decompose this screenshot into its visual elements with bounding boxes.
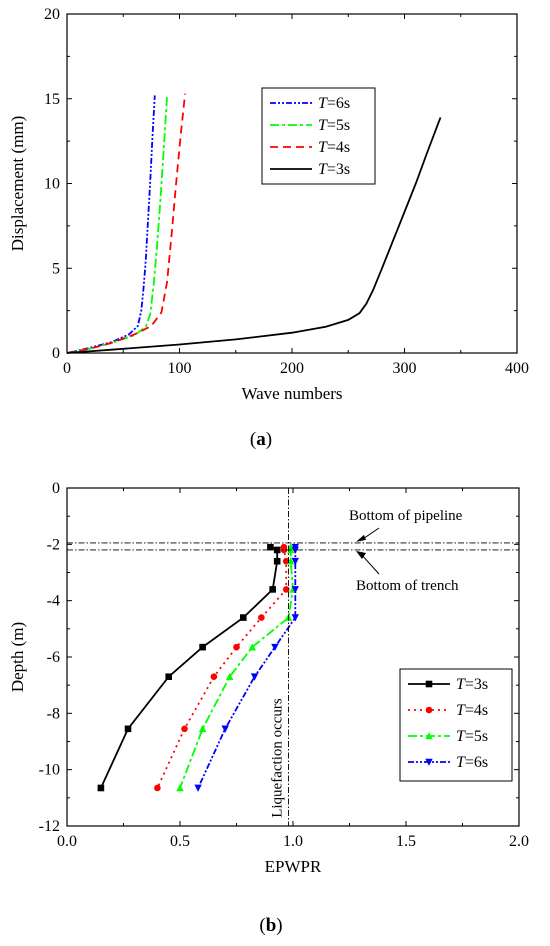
chart-b-y-tick-label: -10 [39,762,60,779]
chart-b-y-tick-label: -6 [47,649,60,666]
chart-a-x-tick-label: 400 [505,360,529,377]
chart-b-y-tick-label: -4 [47,593,60,610]
chart-b-data-point [165,673,172,681]
chart-b-data-point [154,784,161,792]
chart-b-data-point [271,643,279,652]
chart-b-data-point [233,643,240,651]
chart-a-legend-label: T=3s [318,161,350,178]
chart-b-legend-label: T=3s [456,676,488,693]
chart-b-data-point [282,586,290,593]
chart-a-y-tick-label: 20 [44,6,60,23]
chart-b-data-point [210,673,218,681]
chart-a-x-tick-label: 100 [168,360,192,377]
chart-b-y-tick-label: 0 [52,480,60,497]
chart-a-legend-label: T=4s [318,139,350,156]
chart-a-x-tick-label: 0 [63,360,71,377]
chart-b-y-axis-title: Depth (m) [8,622,27,692]
chart-a-y-tick-label: 15 [44,91,60,108]
chart-b-data-point [282,557,290,565]
chart-b-data-point [291,614,299,622]
chart-b-data-point [239,614,247,621]
trench-arrowhead [356,550,366,559]
chart-a-y-tick-label: 5 [52,260,60,277]
chart-a-y-tick-label: 0 [52,345,60,362]
chart-b-x-tick-label: 2.0 [509,833,529,850]
chart-b-data-point [97,784,105,792]
chart-b-data-point [291,586,299,594]
chart-b-y-tick-label: -2 [47,536,60,553]
chart-b-legend-marker [425,680,433,688]
chart-a-series-line-0 [66,95,156,354]
chart-b-data-point [291,557,299,566]
chart-b-y-tick-label: -8 [47,705,60,722]
chart-b-series-line-2 [179,547,294,789]
chart-b-data-point [199,643,206,651]
chart-b-series-line-0 [100,546,279,789]
chart-b-data-point [124,725,132,733]
panel-label-a: (a) [250,429,272,450]
chart-a-y-axis-title: Displacement (mm) [8,116,27,252]
chart-b-x-tick-label: 0.0 [57,833,77,850]
chart-b-data-point [267,543,274,551]
chart-a-series-line-1 [66,95,168,354]
liquefaction-annotation: Liquefaction occurs [269,698,285,818]
chart-a-legend-box [261,87,376,185]
chart-a-x-tick-label: 200 [280,360,304,377]
chart-b-data-point [258,614,265,621]
pipeline-arrowhead [356,534,366,542]
chart-b-data-point [226,672,234,681]
trench-annotation: Bottom of trench [356,578,459,594]
chart-b-legend-box [399,668,513,782]
chart-b-legend-marker [425,758,433,766]
chart-b: 0.0 0.5 1.0 1.5 2.0 0 -2 -4 -6 -8 -10 -12 EPWPR Depth… [8,480,529,876]
panel-label-b: (b) [259,915,282,936]
chart-a-legend: T=6s T=5s T=4s T=3s [261,87,376,185]
chart-b-x-tick-label: 1.5 [396,833,416,850]
chart-b-x-tick-label: 0.5 [170,833,190,850]
chart-b-data-point [269,586,276,593]
chart-b-data-point [280,546,288,554]
chart-a-x-axis-title: Wave numbers [241,384,342,403]
chart-b-data-point [176,784,184,792]
chart-b-legend: T=3s T=4s T=5s T=6s [399,668,513,782]
chart-b-legend-marker [425,732,433,740]
chart-a: 0 100 200 300 400 0 5 10 15 20 Wave numbers Displac… [8,6,529,403]
chart-b-data-point [181,725,188,733]
chart-b-data-point [198,724,207,733]
chart-b-data-point [273,557,281,565]
chart-b-x-axis-title: EPWPR [265,857,322,876]
pipeline-annotation: Bottom of pipeline [349,508,463,524]
chart-b-data-point [248,643,257,651]
chart-a-series-line-2 [66,93,186,354]
chart-b-series-line-1 [156,547,288,789]
chart-b-x-tick-label: 1.0 [283,833,303,850]
chart-b-data-point [194,784,202,792]
chart-a-legend-label: T=5s [318,117,350,134]
chart-b-legend-label: T=4s [456,702,488,719]
chart-b-data-point [250,673,259,681]
chart-b-legend-marker [425,706,433,714]
chart-a-x-tick-label: 300 [393,360,417,377]
chart-b-data-point [291,546,299,554]
chart-a-y-tick-label: 10 [44,176,60,193]
chart-a-legend-label: T=6s [318,95,350,112]
chart-b-y-tick-label: -12 [39,818,60,835]
chart-b-legend-label: T=5s [456,728,488,745]
chart-a-series-line-3 [66,117,442,354]
chart-b-data-point [221,725,229,733]
chart-b-legend-label: T=6s [456,754,488,771]
